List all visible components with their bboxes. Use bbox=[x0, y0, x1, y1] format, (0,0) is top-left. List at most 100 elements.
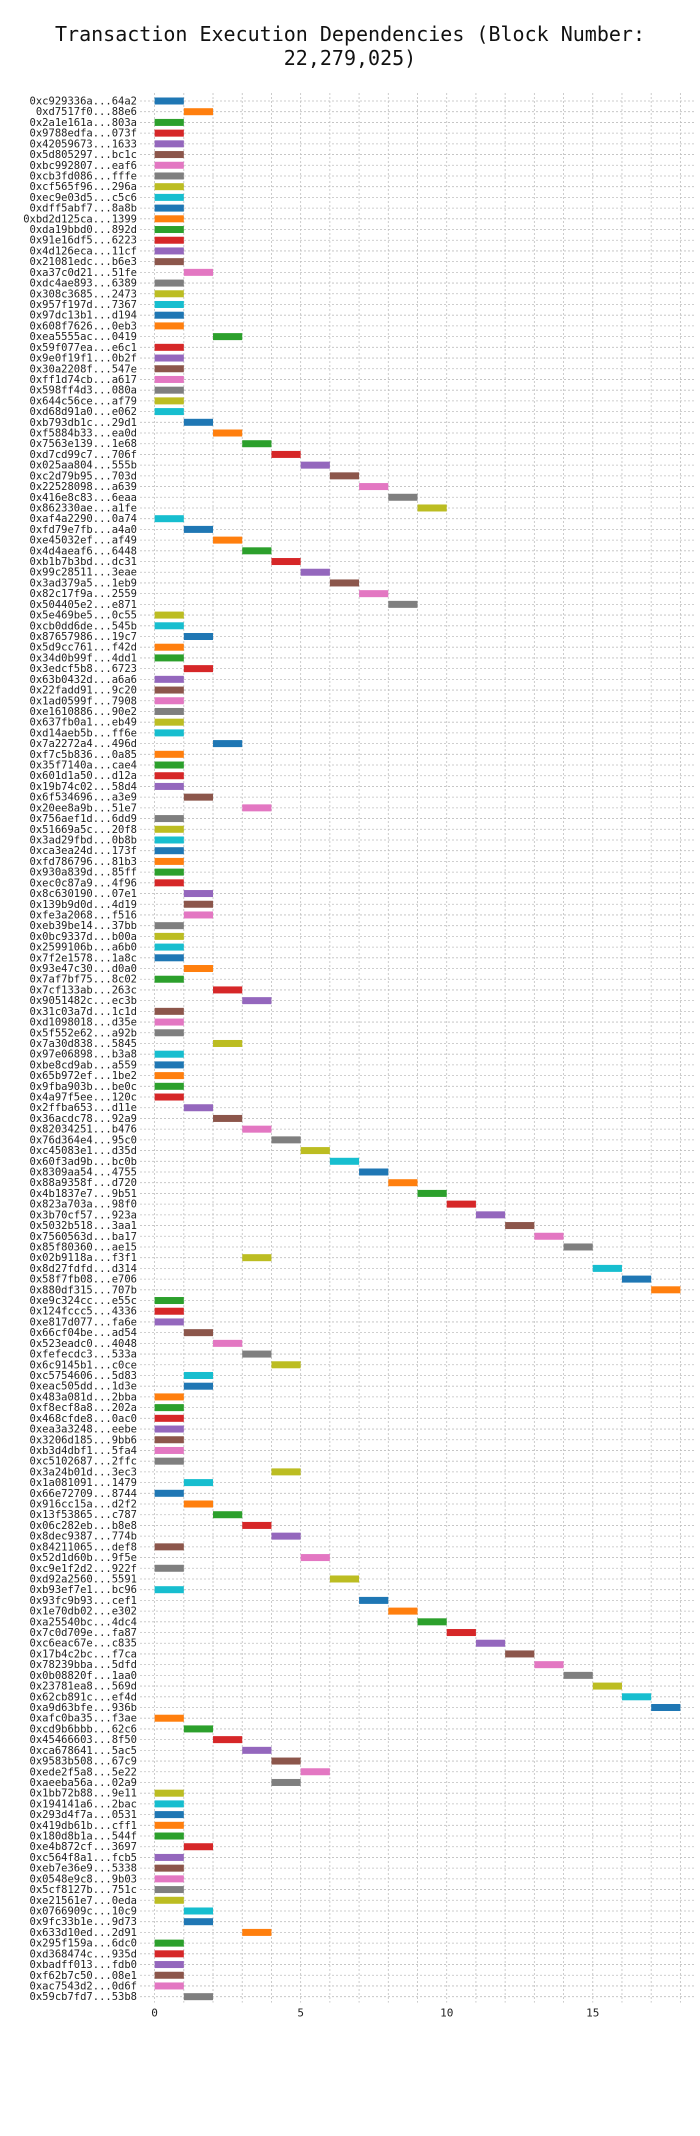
transaction-bar bbox=[271, 1532, 301, 1540]
y-tick-label: 0x9788edfa...073f bbox=[30, 128, 137, 140]
transaction-bar bbox=[242, 804, 272, 812]
transaction-bar bbox=[446, 1200, 476, 1208]
y-tick-label: 0xc6eac67e...c835 bbox=[30, 1638, 137, 1650]
y-tick-label: 0x5032b518...3aa1 bbox=[30, 1220, 137, 1232]
transaction-bar bbox=[154, 1875, 184, 1883]
transaction-bar bbox=[388, 1607, 418, 1615]
y-tick-label: 0x59f077ea...e6c1 bbox=[30, 342, 137, 354]
y-tick-label: 0xe45032ef...af49 bbox=[30, 535, 137, 547]
transaction-bar bbox=[154, 761, 184, 769]
y-tick-label: 0xd7517f0...88e6 bbox=[36, 106, 137, 118]
y-tick-label: 0x9fc33b1e...9d73 bbox=[30, 1916, 137, 1928]
y-tick-label: 0x93fc9b93...cef1 bbox=[30, 1595, 137, 1607]
y-tick-label: 0xeb7e36e9...5338 bbox=[30, 1863, 137, 1875]
y-tick-label: 0xdc4ae893...6389 bbox=[30, 278, 137, 290]
y-tick-label: 0xfd79e7fb...a4a0 bbox=[30, 524, 137, 536]
transaction-bar bbox=[154, 686, 184, 694]
transaction-bar bbox=[154, 1543, 184, 1551]
y-tick-label: 0x5cf8127b...751c bbox=[30, 1884, 137, 1896]
y-tick-label: 0x17b4c2bc...f7ca bbox=[30, 1648, 137, 1660]
transaction-bar bbox=[183, 1382, 214, 1390]
transaction-bar bbox=[183, 900, 214, 908]
y-tick-label: 0x7560563d...ba17 bbox=[30, 1231, 137, 1243]
transaction-bar bbox=[154, 193, 184, 201]
transaction-bar bbox=[154, 161, 184, 169]
y-tick-label: 0x3edcf5b8...6723 bbox=[30, 663, 137, 675]
y-tick-label: 0xeb39be14...37bb bbox=[30, 920, 137, 932]
x-tick-label: 10 bbox=[440, 2007, 453, 2020]
transaction-bar bbox=[154, 258, 184, 266]
y-tick-label: 0xd7cd99c7...706f bbox=[30, 449, 137, 461]
y-tick-label: 0x82034251...b476 bbox=[30, 1124, 137, 1136]
transaction-bar bbox=[154, 750, 184, 758]
y-tick-label: 0xcb3fd086...fffe bbox=[30, 170, 137, 182]
transaction-bar bbox=[154, 654, 184, 662]
y-tick-label: 0xd92a2560...5591 bbox=[30, 1573, 137, 1585]
transaction-bar bbox=[242, 997, 272, 1005]
transaction-bar bbox=[183, 1371, 214, 1379]
transaction-bar bbox=[213, 1039, 243, 1047]
y-tick-label: 0x97e06898...b3a8 bbox=[30, 1049, 137, 1061]
y-tick-label: 0x19b74c02...58d4 bbox=[30, 781, 137, 793]
y-tick-label: 0x9fba903b...be0c bbox=[30, 1081, 137, 1093]
transaction-bar bbox=[300, 461, 330, 469]
transaction-bar bbox=[592, 1264, 622, 1272]
transaction-bar bbox=[183, 418, 214, 426]
transaction-bar bbox=[154, 1404, 184, 1412]
y-tick-label: 0xa25540bc...4dc4 bbox=[30, 1616, 137, 1628]
y-tick-label: 0x523eadc0...4048 bbox=[30, 1338, 137, 1350]
y-tick-label: 0x823a703a...98f0 bbox=[30, 1199, 137, 1211]
y-tick-label: 0x45466603...8f50 bbox=[30, 1734, 137, 1746]
transaction-bar bbox=[183, 1993, 214, 2001]
transaction-bar bbox=[183, 793, 214, 801]
transaction-bar bbox=[183, 1104, 214, 1112]
transaction-bar bbox=[154, 825, 184, 833]
y-tick-label: 0x8d27fdfd...d314 bbox=[30, 1263, 137, 1275]
transaction-bar bbox=[271, 558, 301, 566]
y-tick-label: 0x85f80360...ae15 bbox=[30, 1241, 137, 1253]
y-tick-label: 0x0548e9c8...9b03 bbox=[30, 1873, 137, 1885]
transaction-bar bbox=[183, 1843, 214, 1851]
transaction-bar bbox=[300, 1147, 330, 1155]
transaction-bar bbox=[183, 1725, 214, 1733]
y-tick-label: 0x3ad29fbd...0b8b bbox=[30, 834, 137, 846]
transaction-bar bbox=[154, 1586, 184, 1594]
y-tick-label: 0xc5102687...2ffc bbox=[30, 1456, 137, 1468]
y-tick-label: 0x7f2e1578...1a8c bbox=[30, 952, 137, 964]
x-tick-label: 5 bbox=[297, 2007, 304, 2020]
transaction-bar bbox=[154, 311, 184, 319]
y-tick-label: 0x3ad379a5...1eb9 bbox=[30, 577, 137, 589]
y-tick-label: 0xbadff013...fdb0 bbox=[30, 1959, 137, 1971]
transaction-bar bbox=[359, 1168, 389, 1176]
transaction-bar bbox=[154, 1307, 184, 1315]
transaction-bar bbox=[154, 922, 184, 930]
transaction-bar bbox=[154, 1853, 184, 1861]
y-tick-label: 0x4d126eca...11cf bbox=[30, 245, 137, 257]
y-tick-label: 0xfd786796...81b3 bbox=[30, 856, 137, 868]
transaction-bar bbox=[154, 1082, 184, 1090]
y-tick-label: 0x8c630190...07e1 bbox=[30, 888, 137, 900]
y-tick-label: 0x6f534696...a3e9 bbox=[30, 792, 137, 804]
transaction-bar bbox=[242, 1521, 272, 1529]
transaction-bar bbox=[154, 1093, 184, 1101]
y-tick-label: 0xff1d74cb...a617 bbox=[30, 374, 137, 386]
y-tick-label: 0xaeeba56a...02a9 bbox=[30, 1777, 137, 1789]
transaction-bar bbox=[154, 772, 184, 780]
transaction-bar bbox=[154, 354, 184, 362]
y-tick-label: 0x3a24b01d...3ec3 bbox=[30, 1466, 137, 1478]
y-tick-label: 0xd1098018...d35e bbox=[30, 1017, 137, 1029]
transaction-bar bbox=[271, 1757, 301, 1765]
y-tick-label: 0x468cfde8...0ac0 bbox=[30, 1413, 137, 1425]
y-tick-label: 0xea3a3248...eebe bbox=[30, 1424, 137, 1436]
y-tick-label: 0x58f7fb08...e706 bbox=[30, 1274, 137, 1286]
transaction-bar bbox=[242, 1254, 272, 1262]
transaction-bar bbox=[651, 1704, 681, 1711]
transaction-bar bbox=[417, 1189, 447, 1197]
y-tick-label: 0xc9e1f2d2...922f bbox=[30, 1563, 137, 1575]
transaction-bar bbox=[154, 1446, 184, 1454]
y-tick-label: 0x52d1d60b...9f5e bbox=[30, 1552, 137, 1564]
y-tick-label: 0xd368474c...935d bbox=[30, 1948, 137, 1960]
transaction-bar bbox=[563, 1671, 593, 1679]
y-tick-label: 0xc2d79b95...703d bbox=[30, 470, 137, 482]
transaction-bar bbox=[213, 1736, 243, 1744]
